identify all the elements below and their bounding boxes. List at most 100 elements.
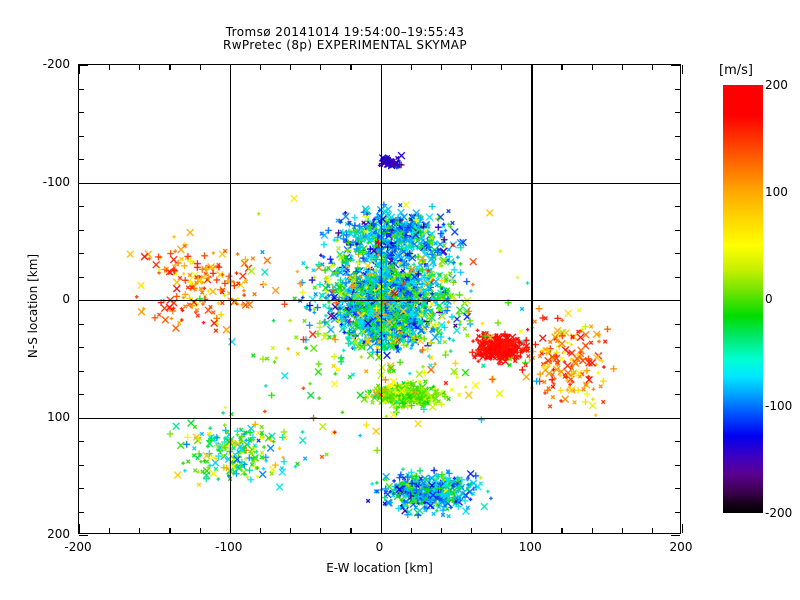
x-axis-tick <box>591 65 593 70</box>
colorbar-tick-label: -200 <box>765 506 793 520</box>
title-line-1: Tromsø 20141014 19:54:00–19:55:43 <box>225 25 465 39</box>
y-axis-tick <box>79 112 84 114</box>
y-axis-tick <box>671 182 680 184</box>
y-axis-tick-label: 200 <box>47 527 70 541</box>
y-axis-tick <box>79 206 84 208</box>
y-axis-tick <box>671 300 680 302</box>
x-axis-tick <box>531 524 533 533</box>
y-axis-tick <box>675 229 680 231</box>
x-axis-tick <box>229 524 231 533</box>
x-axis-tick-label: -200 <box>64 540 92 554</box>
gridline-vertical <box>531 65 533 533</box>
y-axis-tick <box>675 441 680 443</box>
x-axis-tick <box>651 65 654 70</box>
x-axis-tick <box>109 528 111 533</box>
x-axis-tick <box>199 65 201 70</box>
y-axis-title: N-S location [km] <box>26 253 40 359</box>
y-axis-tick <box>79 417 88 419</box>
x-axis-tick <box>380 65 382 74</box>
gridline-horizontal <box>79 182 680 184</box>
y-axis-tick <box>79 511 84 513</box>
y-axis-tick <box>675 488 680 490</box>
y-axis-tick <box>675 370 680 372</box>
y-axis-tick <box>79 535 88 537</box>
x-axis-tick <box>109 65 111 70</box>
colorbar: [m/s] 200 100 0 -100 -200 <box>719 63 792 520</box>
y-axis-tick <box>79 253 84 255</box>
y-axis-tick <box>675 394 680 396</box>
y-axis-tick <box>675 88 680 90</box>
y-axis-tick-label: -200 <box>42 57 70 71</box>
y-axis-tick <box>79 276 84 278</box>
x-axis-tick <box>79 524 81 533</box>
y-axis-tick <box>671 65 680 67</box>
colorbar-tick-label: 200 <box>765 78 788 92</box>
x-axis-tick <box>410 65 412 70</box>
x-axis-tick <box>139 528 141 533</box>
y-axis-tick <box>79 135 84 137</box>
y-axis-tick <box>671 417 680 419</box>
gridline-vertical <box>229 65 232 533</box>
scatter-canvas <box>79 65 680 533</box>
gridline-vertical <box>380 65 382 533</box>
y-axis-tick <box>675 159 680 161</box>
x-axis-tick-label: 100 <box>518 540 542 554</box>
x-axis-tick <box>682 65 684 74</box>
y-axis-tick <box>675 511 680 513</box>
y-axis-tick-label: 100 <box>47 409 70 424</box>
y-axis-tick-label: 0 <box>62 292 70 306</box>
y-axis-tick <box>79 441 84 443</box>
x-axis-tick <box>561 65 563 70</box>
x-axis-tick <box>621 528 623 533</box>
x-axis-tick <box>259 528 262 533</box>
x-axis-tick <box>531 65 533 74</box>
x-axis-tick <box>440 528 442 533</box>
x-axis-tick <box>169 65 171 70</box>
x-axis-tick-label: 0 <box>375 540 384 554</box>
y-axis-tick <box>79 488 84 490</box>
x-axis-tick <box>470 65 473 70</box>
y-axis-tick <box>79 88 84 90</box>
gridline-horizontal <box>79 300 680 302</box>
x-axis-tick <box>410 528 412 533</box>
y-axis-tick <box>675 323 680 325</box>
x-axis-tick <box>350 65 352 70</box>
y-axis-tick <box>79 323 84 325</box>
x-axis-tick <box>290 528 292 533</box>
y-axis-tick <box>79 300 88 302</box>
x-axis-tick <box>591 528 593 533</box>
y-axis-tick <box>79 182 88 184</box>
y-axis-tick <box>79 159 84 161</box>
y-axis-tick <box>675 253 680 255</box>
y-axis-tick <box>79 229 84 231</box>
y-axis-tick <box>675 464 680 466</box>
x-axis-tick <box>350 528 352 533</box>
x-axis-tick <box>259 65 262 70</box>
plot-area <box>78 64 684 537</box>
y-axis-tick <box>671 535 680 537</box>
x-axis-tick-label: 200 <box>669 540 693 554</box>
y-axis-tick <box>79 347 84 349</box>
y-axis-tick <box>675 112 680 114</box>
x-axis-tick <box>320 528 322 533</box>
y-axis-tick-label: -100 <box>42 174 70 189</box>
x-axis-title: E-W location [km] <box>326 561 433 575</box>
x-axis-tick <box>320 65 322 70</box>
y-axis-tick <box>79 370 84 372</box>
y-axis-tick <box>675 276 680 278</box>
colorbar-tick-label: 100 <box>765 185 788 199</box>
x-axis-tick <box>199 528 201 533</box>
figure-title: Tromsø 20141014 19:54:00–19:55:43 RwPret… <box>0 26 690 52</box>
x-axis-tick <box>380 524 382 533</box>
x-axis-tick <box>139 65 141 70</box>
x-axis-tick <box>470 528 473 533</box>
x-axis-tick <box>290 65 292 70</box>
gridline-horizontal <box>79 417 680 419</box>
x-axis-tick <box>79 65 81 74</box>
y-axis-tick <box>675 135 680 137</box>
y-axis-tick <box>79 394 84 396</box>
x-axis-tick <box>651 528 654 533</box>
colorbar-tick-label: -100 <box>765 399 793 413</box>
x-axis-tick <box>621 65 623 70</box>
